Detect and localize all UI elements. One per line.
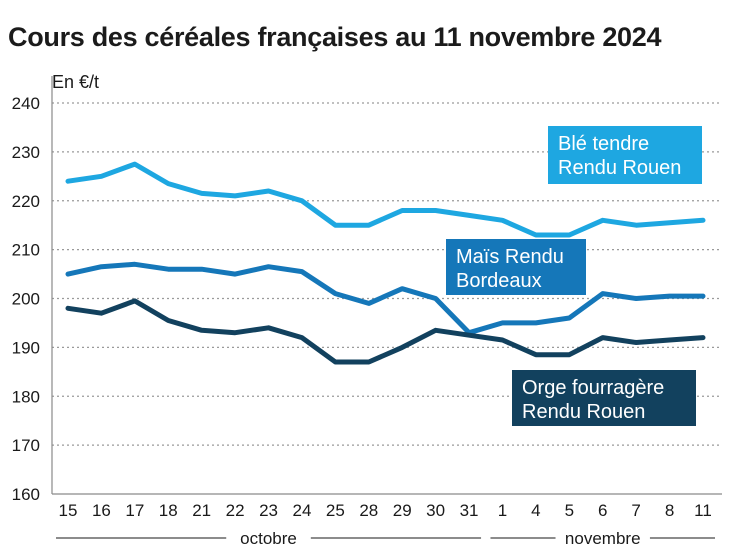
x-tick-29: 29	[393, 501, 412, 520]
x-tick-7: 7	[631, 501, 640, 520]
y-tick-200: 200	[12, 290, 40, 309]
month-label-novembre: novembre	[565, 529, 641, 548]
month-labels: octobre novembre	[56, 529, 715, 548]
y-tick-240: 240	[12, 94, 40, 113]
x-tick-24: 24	[292, 501, 311, 520]
series-line-2	[65, 298, 706, 365]
y-tick-labels: 160 170 180 190 200 210 220 230 240	[12, 94, 40, 504]
x-tick-23: 23	[259, 501, 278, 520]
series-label-text: Orge fourragère	[522, 377, 664, 399]
y-tick-160: 160	[12, 485, 40, 504]
y-tick-230: 230	[12, 143, 40, 162]
x-tick-30: 30	[426, 501, 445, 520]
series-line-0	[65, 161, 706, 238]
series-lines	[65, 161, 706, 365]
x-tick-11: 11	[694, 501, 712, 520]
series-label-box	[548, 126, 702, 184]
month-label-octobre: octobre	[240, 529, 297, 548]
x-tick-15: 15	[59, 501, 78, 520]
series-label-text: Rendu Rouen	[558, 157, 681, 179]
x-tick-16: 16	[92, 501, 111, 520]
x-tick-6: 6	[598, 501, 607, 520]
series-line-1	[65, 261, 706, 336]
axes	[51, 76, 722, 495]
x-tick-labels: 15 16 17 18 21 22 23 24 25 28 29 30 31 1 4 5 6 7 8 11	[59, 501, 712, 520]
x-tick-1: 1	[498, 501, 507, 520]
series-label-text: Maïs Rendu	[456, 246, 564, 268]
x-tick-8: 8	[665, 501, 674, 520]
series-label-box	[446, 239, 586, 295]
x-tick-5: 5	[565, 501, 574, 520]
y-tick-170: 170	[12, 436, 40, 455]
x-tick-22: 22	[226, 501, 245, 520]
series-label-text: Bordeaux	[456, 270, 542, 292]
y-tick-190: 190	[12, 338, 40, 357]
y-axis-unit-label: En €/t	[52, 72, 99, 92]
x-tick-25: 25	[326, 501, 345, 520]
x-tick-31: 31	[460, 501, 479, 520]
y-tick-220: 220	[12, 192, 40, 211]
x-tick-17: 17	[125, 501, 144, 520]
grid-lines	[52, 102, 722, 446]
x-tick-28: 28	[359, 501, 378, 520]
x-tick-4: 4	[531, 501, 540, 520]
y-tick-180: 180	[12, 387, 40, 406]
y-tick-210: 210	[12, 241, 40, 260]
chart-title: Cours des céréales françaises au 11 nove…	[8, 22, 662, 52]
x-tick-18: 18	[159, 501, 178, 520]
x-tick-21: 21	[192, 501, 211, 520]
series-label-box	[512, 370, 696, 426]
series-label-text: Rendu Rouen	[522, 401, 645, 423]
series-label-text: Blé tendre	[558, 133, 649, 155]
